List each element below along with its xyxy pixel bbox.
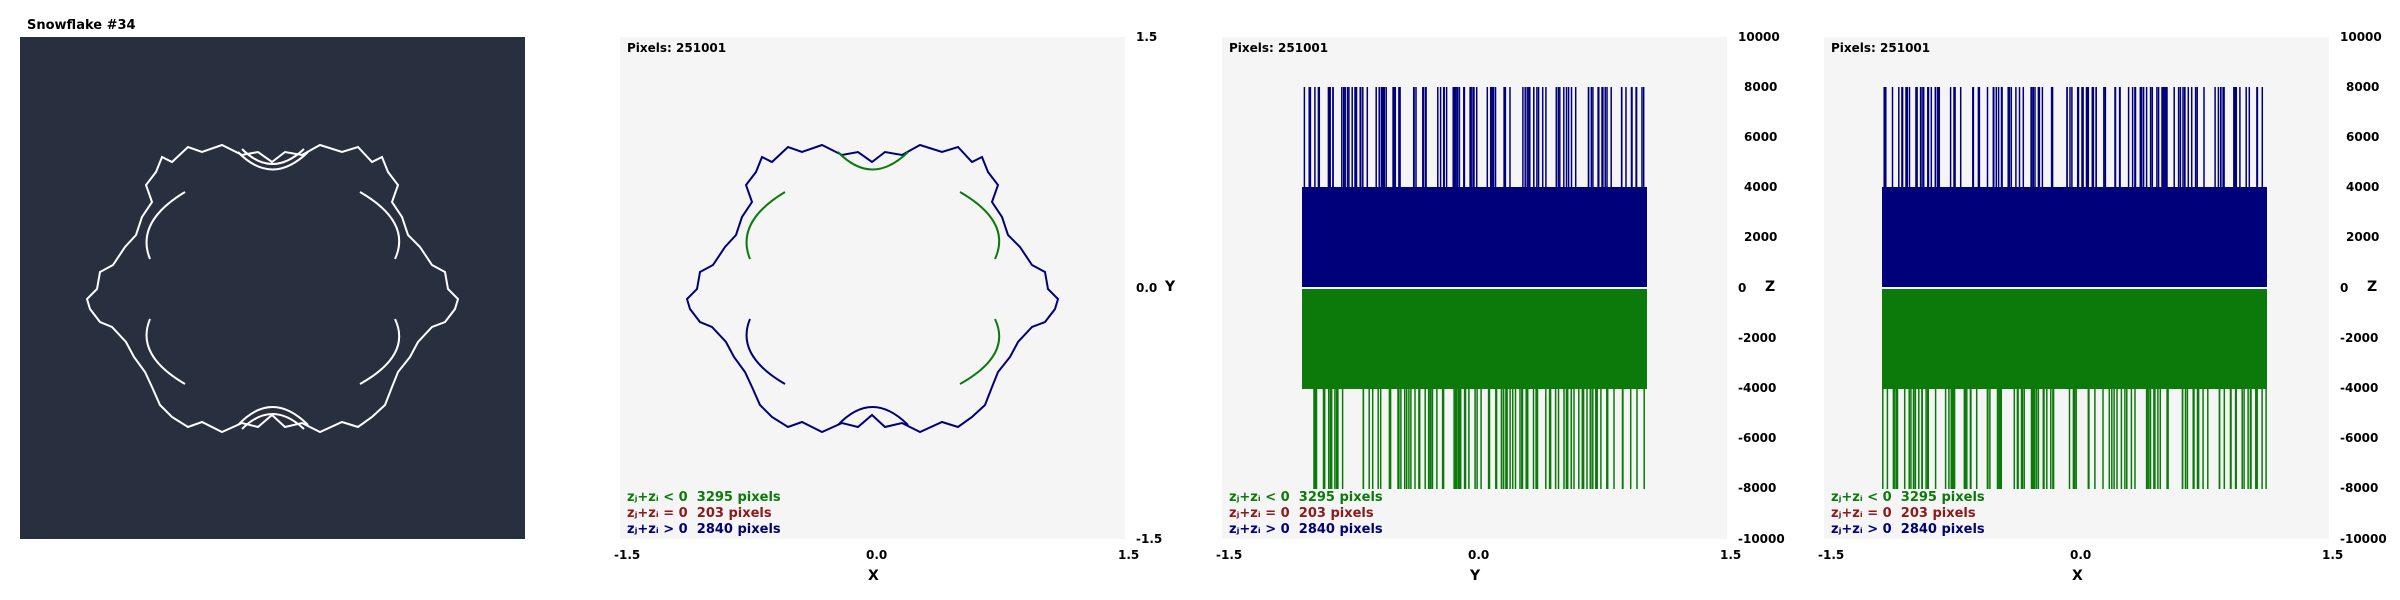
legend-zero: zⱼ+zᵢ = 0 203 pixels <box>1229 506 1374 521</box>
xz-bottom-lines <box>1882 389 2267 489</box>
xz-x-tick-right: 1.5 <box>2322 548 2344 562</box>
xz-legend: zⱼ+zᵢ < 0 3295 pixels zⱼ+zᵢ = 0 203 pixe… <box>1831 490 1985 538</box>
arc-top-inner <box>241 148 305 165</box>
xz-x-axis-name: X <box>2072 568 2083 584</box>
yz-x-tick-mid: 0.0 <box>1468 548 1490 562</box>
xy-pixels-label: Pixels: 251001 <box>627 41 727 55</box>
legend-positive: zⱼ+zᵢ > 0 2840 pixels <box>1831 522 1985 537</box>
xz-bars <box>1882 87 2267 489</box>
yz-top-lines <box>1303 87 1645 187</box>
arc-upper-right <box>359 191 401 260</box>
arc-lower-right <box>359 318 401 385</box>
legend-negative: zⱼ+zᵢ < 0 3295 pixels <box>627 490 781 505</box>
arc-bottom <box>237 406 309 426</box>
legend-positive: zⱼ+zᵢ > 0 2840 pixels <box>1229 522 1383 537</box>
xy-x-tick-mid: 0.0 <box>866 548 888 562</box>
xy-y-tick-mid: 0.0 <box>1136 281 1158 295</box>
arc-lower-left <box>145 318 186 385</box>
legend-zero: zⱼ+zᵢ = 0 203 pixels <box>627 506 772 521</box>
yz-bars <box>1302 87 1647 489</box>
xz-top-lines <box>1883 87 2264 187</box>
arc-upper-left <box>145 191 186 260</box>
snowflake-outline <box>85 143 460 434</box>
snowflake-title: Snowflake #34 <box>27 18 136 33</box>
xy-y-tick-top: 1.5 <box>1136 30 1158 44</box>
xz-x-tick-mid: 0.0 <box>2070 548 2092 562</box>
xy-y-tick-bottom: -1.5 <box>1136 532 1163 546</box>
yz-x-tick-right: 1.5 <box>1720 548 1742 562</box>
snowflake-render[interactable] <box>20 37 525 539</box>
xy-y-axis-name: Y <box>1165 279 1176 295</box>
yz-bottom-lines <box>1313 389 1645 489</box>
xz-z-axis-name: Z <box>2367 279 2378 295</box>
legend-negative: zⱼ+zᵢ < 0 3295 pixels <box>1831 490 1985 505</box>
legend-zero: zⱼ+zᵢ = 0 203 pixels <box>1831 506 1976 521</box>
xz-x-tick-left: -1.5 <box>1818 548 1845 562</box>
xy-x-tick-right: 1.5 <box>1118 548 1140 562</box>
yz-legend: zⱼ+zᵢ < 0 3295 pixels zⱼ+zᵢ = 0 203 pixe… <box>1229 490 1383 538</box>
arc-bottom-inner <box>241 413 305 430</box>
legend-negative: zⱼ+zᵢ < 0 3295 pixels <box>1229 490 1383 505</box>
xz-pixels-label: Pixels: 251001 <box>1831 41 1931 55</box>
xy-x-axis-name: X <box>868 568 879 584</box>
xy-plot[interactable] <box>620 37 1125 539</box>
yz-x-axis-name: Y <box>1470 568 1481 584</box>
xz-plot[interactable] <box>1824 37 2329 539</box>
xy-outline <box>685 143 1060 434</box>
xy-legend: zⱼ+zᵢ < 0 3295 pixels zⱼ+zᵢ = 0 203 pixe… <box>627 490 781 538</box>
yz-z-axis-name: Z <box>1765 279 1776 295</box>
yz-pixels-label: Pixels: 251001 <box>1229 41 1329 55</box>
yz-plot[interactable] <box>1222 37 1727 539</box>
xy-x-tick-left: -1.5 <box>614 548 641 562</box>
arc-top <box>237 151 309 171</box>
legend-positive: zⱼ+zᵢ > 0 2840 pixels <box>627 522 781 537</box>
yz-x-tick-left: -1.5 <box>1216 548 1243 562</box>
